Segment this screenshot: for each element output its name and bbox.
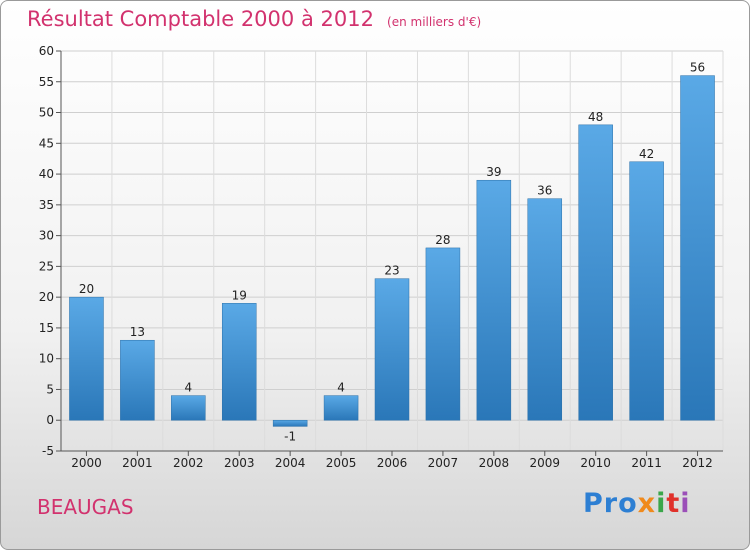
- x-tick-label: 2007: [428, 456, 459, 470]
- value-label: 39: [486, 165, 501, 179]
- y-tick-label: 55: [39, 75, 54, 89]
- proxiti-logo: Proxiti: [583, 488, 691, 519]
- bar: [221, 303, 257, 421]
- y-tick-label: 50: [39, 106, 54, 120]
- value-label: 48: [588, 110, 603, 124]
- bar: [425, 247, 461, 421]
- x-tick-label: 2011: [631, 456, 662, 470]
- x-tick-label: 2005: [326, 456, 357, 470]
- x-tick-label: 2012: [682, 456, 713, 470]
- value-label: 36: [537, 184, 552, 198]
- logo-part-3: i: [656, 488, 667, 519]
- value-label: 23: [384, 264, 399, 278]
- bar: [69, 296, 104, 421]
- chart-subtitle: (en milliers d'€): [387, 15, 482, 29]
- bar: [680, 75, 715, 421]
- bar: [578, 124, 613, 421]
- x-tick-label: 2001: [122, 456, 153, 470]
- bar: [171, 395, 206, 421]
- bar: [323, 395, 359, 421]
- bar: [629, 161, 664, 421]
- x-tick-label: 2003: [224, 456, 255, 470]
- y-tick-label: -5: [42, 444, 54, 458]
- y-tick-label: 40: [39, 167, 54, 181]
- y-tick-label: 5: [46, 382, 54, 396]
- axes: -5 0 5 10 15 20 25 30 35 40 45 50 55 60 2000 2001 2002 20…: [39, 44, 723, 470]
- x-tick-label: 2009: [529, 456, 560, 470]
- x-tick-label: 2008: [479, 456, 510, 470]
- y-tick-label: 25: [39, 259, 54, 273]
- chart-title: Résultat Comptable 2000 à 2012: [27, 7, 374, 31]
- bar: [527, 198, 563, 421]
- x-tick-label: 2000: [71, 456, 102, 470]
- value-label: 13: [130, 325, 145, 339]
- value-label: 19: [232, 288, 247, 302]
- x-tick-label: 2002: [173, 456, 204, 470]
- y-tick-label: 45: [39, 136, 54, 150]
- value-labels: 20 13 4 19 -1 4 23 28 39 36 48 42 56: [79, 61, 705, 444]
- y-tick-label: 0: [46, 413, 54, 427]
- y-tick-label: 35: [39, 198, 54, 212]
- bar: [120, 339, 155, 421]
- x-tick-label: 2010: [580, 456, 611, 470]
- value-label: -1: [284, 429, 296, 443]
- bars: [69, 75, 715, 427]
- y-tick-label: 60: [39, 44, 54, 58]
- logo-part-5: i: [680, 488, 691, 519]
- logo-part-2: x: [637, 488, 657, 519]
- logo-part-4: t: [666, 488, 681, 519]
- value-label: 28: [435, 233, 450, 247]
- logo-part-1: Pro: [583, 488, 638, 519]
- bar: [272, 419, 308, 427]
- y-tick-label: 10: [39, 352, 54, 366]
- value-label: 4: [337, 381, 345, 395]
- value-label: 20: [79, 282, 94, 296]
- x-tick-label: 2004: [275, 456, 306, 470]
- value-label: 42: [639, 147, 654, 161]
- value-label: 4: [184, 381, 192, 395]
- value-label: 56: [690, 61, 705, 75]
- bar: [374, 278, 410, 421]
- bar: [476, 179, 512, 421]
- y-tick-label: 15: [39, 321, 54, 335]
- y-tick-label: 20: [39, 290, 54, 304]
- chart-title-block: Résultat Comptable 2000 à 2012 (en milli…: [27, 7, 481, 31]
- x-tick-label: 2006: [377, 456, 408, 470]
- place-name: BEAUGAS: [37, 495, 134, 519]
- y-tick-label: 30: [39, 229, 54, 243]
